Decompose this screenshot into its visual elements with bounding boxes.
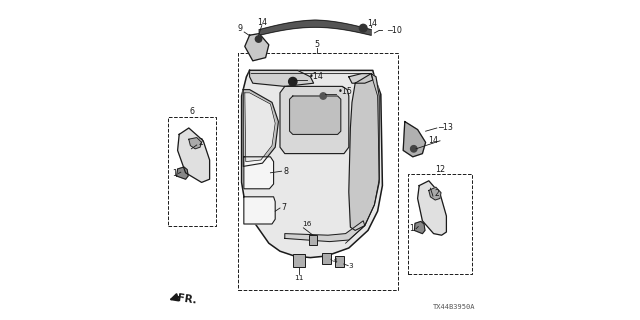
Polygon shape	[177, 167, 188, 179]
Circle shape	[320, 93, 326, 99]
FancyBboxPatch shape	[309, 235, 317, 245]
Text: 14: 14	[367, 19, 378, 28]
Polygon shape	[244, 157, 274, 189]
Polygon shape	[243, 90, 278, 166]
Text: 14: 14	[429, 136, 438, 145]
Text: 2: 2	[435, 189, 439, 198]
Circle shape	[411, 146, 417, 152]
Polygon shape	[418, 181, 447, 235]
FancyBboxPatch shape	[293, 254, 305, 267]
Text: 9: 9	[237, 24, 243, 33]
Polygon shape	[280, 86, 349, 154]
Text: FR.: FR.	[177, 293, 197, 306]
Text: 2: 2	[198, 138, 203, 147]
Polygon shape	[189, 138, 202, 149]
Text: 12: 12	[435, 165, 445, 174]
Polygon shape	[403, 122, 426, 157]
Text: •15: •15	[338, 87, 353, 96]
FancyBboxPatch shape	[322, 253, 331, 264]
Polygon shape	[349, 74, 380, 230]
Text: 1: 1	[409, 224, 414, 233]
Text: ─13: ─13	[438, 124, 453, 132]
FancyBboxPatch shape	[335, 256, 344, 267]
Polygon shape	[259, 20, 371, 35]
Text: ─10: ─10	[387, 26, 402, 35]
Text: 1: 1	[172, 169, 177, 178]
Polygon shape	[250, 70, 314, 86]
Circle shape	[360, 24, 367, 32]
Polygon shape	[285, 221, 365, 242]
Text: 11: 11	[294, 275, 304, 281]
Text: 7: 7	[282, 204, 287, 212]
Text: •14: •14	[309, 72, 324, 81]
Polygon shape	[178, 128, 210, 182]
Text: 5: 5	[314, 40, 319, 49]
Text: 14: 14	[257, 18, 267, 27]
Text: 8: 8	[283, 167, 288, 176]
Polygon shape	[242, 70, 383, 258]
Text: TX44B3950A: TX44B3950A	[433, 304, 476, 310]
Polygon shape	[290, 96, 340, 134]
Polygon shape	[415, 221, 425, 234]
Text: 16: 16	[302, 221, 311, 227]
Text: 3: 3	[349, 263, 353, 268]
Circle shape	[255, 36, 262, 42]
Polygon shape	[244, 197, 275, 224]
Text: 6: 6	[189, 108, 195, 116]
Text: 4: 4	[333, 258, 337, 264]
Polygon shape	[349, 74, 372, 83]
Polygon shape	[429, 187, 441, 200]
Circle shape	[289, 77, 297, 86]
Polygon shape	[245, 34, 269, 61]
Polygon shape	[245, 93, 275, 162]
